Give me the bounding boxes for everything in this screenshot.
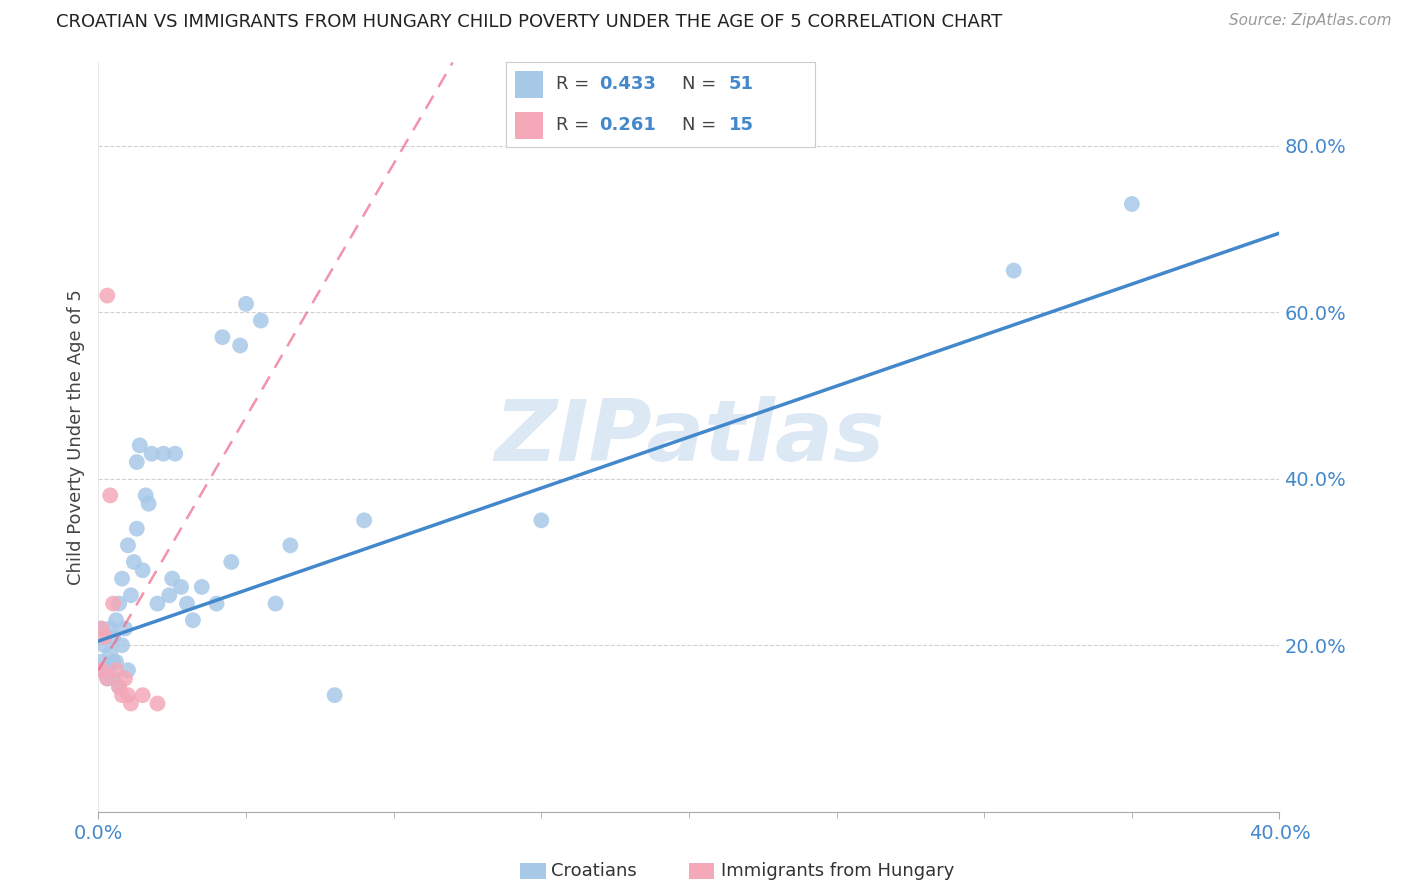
Point <box>90 622 112 636</box>
Point <box>530 513 553 527</box>
Point <box>105 613 128 627</box>
Point <box>264 597 287 611</box>
Point <box>181 613 204 627</box>
Point <box>108 680 131 694</box>
Text: R =: R = <box>555 116 589 134</box>
Point <box>98 622 121 636</box>
Point <box>353 513 375 527</box>
Point <box>111 638 134 652</box>
Point <box>103 630 125 644</box>
Point <box>250 313 273 327</box>
Point <box>120 588 142 602</box>
Point <box>205 597 228 611</box>
Point <box>176 597 198 611</box>
Point <box>146 697 169 711</box>
Point <box>105 655 128 669</box>
Point <box>191 580 214 594</box>
Point <box>138 497 160 511</box>
Point <box>103 597 125 611</box>
Point <box>117 688 139 702</box>
Point <box>1002 263 1025 277</box>
Text: Croatians: Croatians <box>551 862 637 880</box>
Point <box>146 597 169 611</box>
Point <box>96 672 118 686</box>
Point <box>114 622 136 636</box>
Point <box>229 338 252 352</box>
Point <box>1121 197 1143 211</box>
Point <box>125 455 148 469</box>
Point <box>90 663 112 677</box>
Point <box>120 697 142 711</box>
Point <box>235 297 257 311</box>
Point <box>128 438 150 452</box>
Point <box>323 688 346 702</box>
Point <box>105 663 128 677</box>
Point <box>278 538 302 552</box>
Text: 0.261: 0.261 <box>599 116 655 134</box>
Text: 15: 15 <box>728 116 754 134</box>
Point <box>111 572 134 586</box>
Text: Immigrants from Hungary: Immigrants from Hungary <box>721 862 955 880</box>
Point <box>111 688 134 702</box>
Text: N =: N = <box>682 75 717 93</box>
Text: 0.433: 0.433 <box>599 75 655 93</box>
Text: Source: ZipAtlas.com: Source: ZipAtlas.com <box>1229 13 1392 29</box>
Point <box>162 572 183 586</box>
Point <box>211 330 233 344</box>
Point <box>103 672 125 686</box>
Point <box>132 563 155 577</box>
Point <box>96 663 118 677</box>
Text: R =: R = <box>555 75 589 93</box>
Text: CROATIAN VS IMMIGRANTS FROM HUNGARY CHILD POVERTY UNDER THE AGE OF 5 CORRELATION: CROATIAN VS IMMIGRANTS FROM HUNGARY CHIL… <box>56 13 1002 31</box>
Bar <box>516 71 543 98</box>
Point <box>122 555 145 569</box>
Text: ZIPatlas: ZIPatlas <box>494 395 884 479</box>
Point <box>90 622 112 636</box>
Point <box>96 672 118 686</box>
Point <box>93 638 115 652</box>
Point <box>219 555 242 569</box>
Point <box>98 488 121 502</box>
Text: 51: 51 <box>728 75 754 93</box>
Point <box>108 680 131 694</box>
Point <box>103 655 125 669</box>
Point <box>152 447 174 461</box>
Point <box>141 447 163 461</box>
Point <box>93 630 115 644</box>
Point <box>125 522 148 536</box>
Point <box>90 655 112 669</box>
Y-axis label: Child Poverty Under the Age of 5: Child Poverty Under the Age of 5 <box>66 289 84 585</box>
Point <box>157 588 180 602</box>
Point <box>132 688 155 702</box>
Text: N =: N = <box>682 116 717 134</box>
Point <box>96 288 118 302</box>
Point <box>117 538 139 552</box>
Point <box>135 488 157 502</box>
Point <box>170 580 193 594</box>
Point <box>114 672 136 686</box>
Point <box>93 663 115 677</box>
Bar <box>516 112 543 139</box>
Point <box>117 663 139 677</box>
Point <box>108 597 131 611</box>
Point <box>165 447 187 461</box>
Point <box>98 647 121 661</box>
